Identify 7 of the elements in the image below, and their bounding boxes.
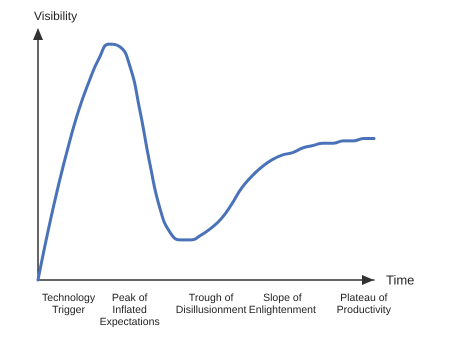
y-axis-title: Visibility [34,9,78,23]
x-tick-label: Plateau of Productivity [336,292,392,316]
x-tick-label: Trough of Disillusionment [176,292,246,316]
x-tick-label: Technology Trigger [42,292,96,316]
x-axis-title: Time [386,272,414,288]
x-tick-label: Peak of Inflated Expectations [100,292,160,328]
x-tick-label: Slope of Enlightenment [248,292,316,316]
